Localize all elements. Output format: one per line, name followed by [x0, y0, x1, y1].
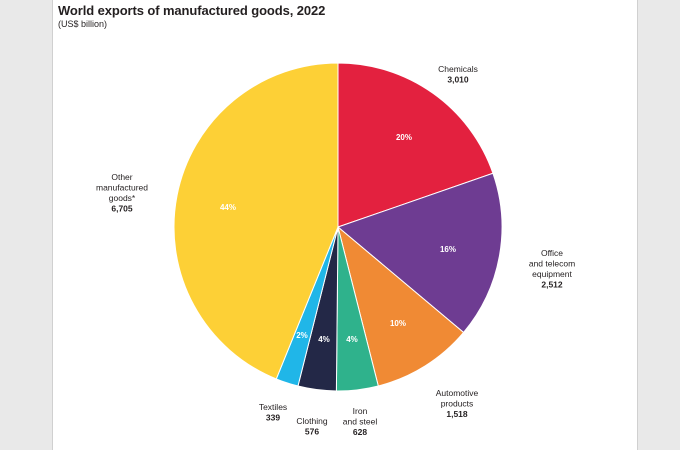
category-name-other: manufactured	[96, 183, 148, 193]
category-value-clothing: 576	[305, 427, 319, 437]
category-value-chemicals: 3,010	[447, 75, 469, 85]
category-value-other: 6,705	[111, 204, 133, 214]
viewer-right-margin	[637, 0, 680, 450]
category-value-iron-steel: 628	[353, 427, 367, 437]
category-name-chemicals: Chemicals	[438, 64, 478, 74]
category-name-iron-steel: Iron	[353, 406, 368, 416]
chart-subtitle: (US$ billion)	[58, 19, 108, 29]
pie-slice-other	[173, 62, 339, 380]
percent-label-chemicals: 20%	[396, 133, 412, 142]
percent-labels: 20% 16% 10% 4% 4% 2% 44%	[220, 133, 456, 344]
category-name-automotive: Automotive	[436, 388, 479, 398]
chart-title: World exports of manufactured goods, 202…	[58, 3, 326, 18]
percent-label-automotive: 10%	[390, 319, 406, 328]
category-name-other: Other	[111, 172, 132, 182]
pie-slices	[173, 62, 503, 392]
percent-label-iron-steel: 4%	[346, 335, 358, 344]
category-name-clothing: Clothing	[296, 416, 327, 426]
percent-label-other: 44%	[220, 203, 236, 212]
percent-label-clothing: 4%	[318, 335, 330, 344]
category-name-other: goods*	[109, 193, 136, 203]
percent-label-textiles: 2%	[296, 331, 308, 340]
category-value-office-telecom: 2,512	[541, 280, 563, 290]
category-name-office-telecom: equipment	[532, 269, 572, 279]
viewer-left-margin	[0, 0, 53, 450]
percent-label-office-telecom: 16%	[440, 245, 456, 254]
pie-slice-chemicals	[337, 62, 494, 228]
category-name-textiles: Textiles	[259, 402, 287, 412]
pie-slice-office-telecom	[337, 172, 503, 334]
category-name-iron-steel: and steel	[343, 417, 378, 427]
category-value-automotive: 1,518	[446, 409, 468, 419]
category-name-office-telecom: and telecom	[529, 259, 575, 269]
category-name-office-telecom: Office	[541, 248, 563, 258]
category-name-automotive: products	[441, 399, 474, 409]
category-value-textiles: 339	[266, 413, 280, 423]
pie-slice-automotive	[337, 225, 465, 387]
